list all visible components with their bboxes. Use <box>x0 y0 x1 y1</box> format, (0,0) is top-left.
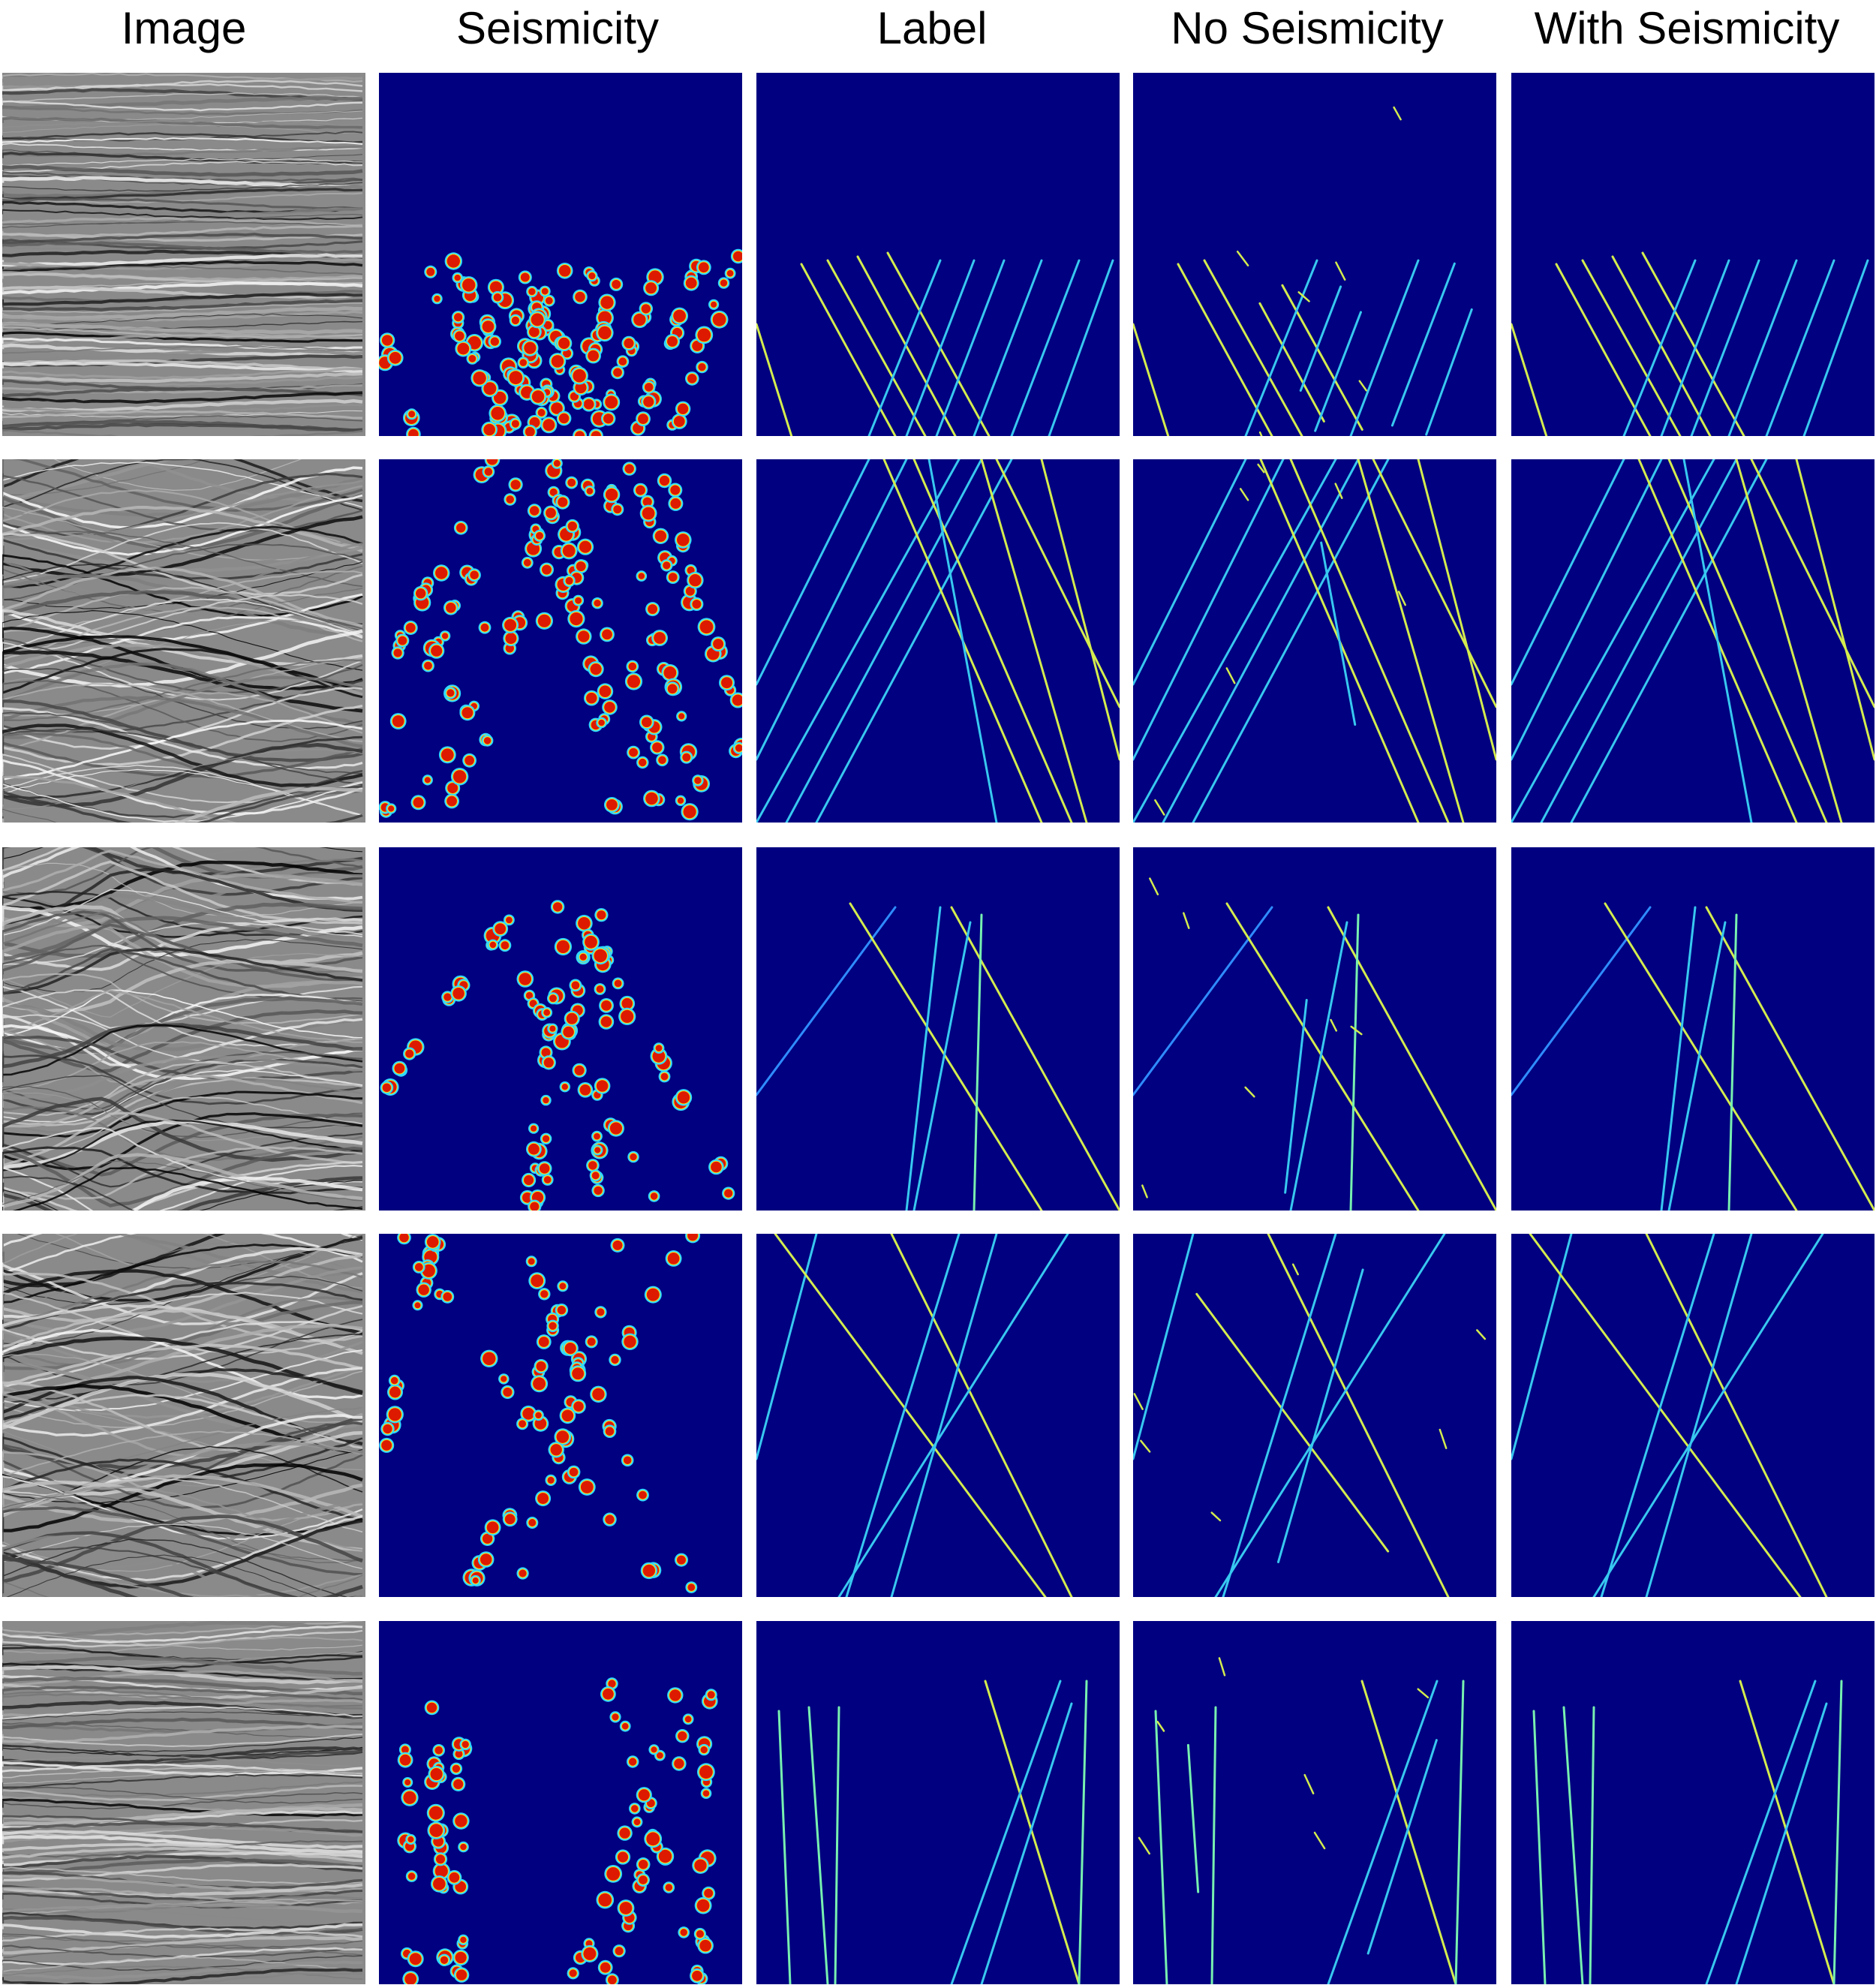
column-header-seismicity: Seismicity <box>455 3 660 53</box>
panel-seismicity-row-5 <box>379 1621 742 1984</box>
panel-label-row-5 <box>756 1621 1120 1984</box>
panel-image-row-5 <box>2 1621 365 1984</box>
panel-seismicity-row-2 <box>379 459 742 823</box>
panel-no-seismicity-row-4 <box>1133 1234 1496 1597</box>
panel-no-seismicity-row-2 <box>1133 459 1496 823</box>
column-header-image: Image <box>121 3 247 53</box>
panel-with-seismicity-row-5 <box>1511 1621 1874 1984</box>
panel-with-seismicity-row-1 <box>1511 73 1874 436</box>
panel-label-row-3 <box>756 847 1120 1211</box>
panel-no-seismicity-row-5 <box>1133 1621 1496 1984</box>
panel-no-seismicity-row-1 <box>1133 73 1496 436</box>
panel-with-seismicity-row-3 <box>1511 847 1874 1211</box>
panel-with-seismicity-row-2 <box>1511 459 1874 823</box>
panel-label-row-4 <box>756 1234 1120 1597</box>
panel-image-row-2 <box>2 459 365 823</box>
panel-label-row-2 <box>756 459 1120 823</box>
panel-image-row-1 <box>2 73 365 436</box>
column-header-label: Label <box>876 3 988 53</box>
panel-seismicity-row-1 <box>379 73 742 436</box>
panel-with-seismicity-row-4 <box>1511 1234 1874 1597</box>
column-header-no-seismicity: No Seismicity <box>1171 3 1444 53</box>
column-header-with-seismicity: With Seismicity <box>1534 3 1840 53</box>
panel-seismicity-row-3 <box>379 847 742 1211</box>
panel-label-row-1 <box>756 73 1120 436</box>
panel-image-row-4 <box>2 1234 365 1597</box>
panel-seismicity-row-4 <box>379 1234 742 1597</box>
panel-no-seismicity-row-3 <box>1133 847 1496 1211</box>
panel-image-row-3 <box>2 847 365 1211</box>
